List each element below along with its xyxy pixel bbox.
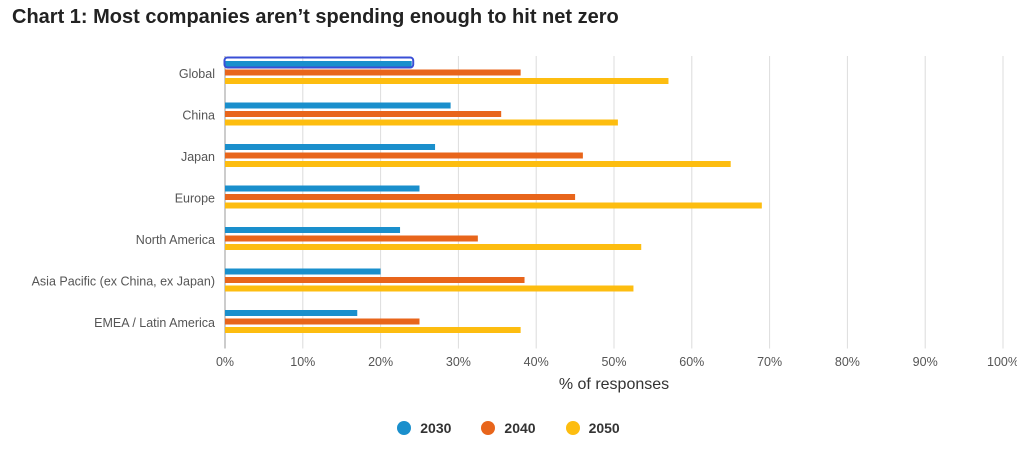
x-tick-label: 60% (679, 355, 704, 369)
bar-chart: Global China Japan Europe North America Asia … (32, 56, 1017, 393)
legend-swatch (397, 421, 412, 435)
category-labels: Global China Japan Europe North America Asia … (32, 67, 215, 330)
bar-2040[interactable] (225, 235, 478, 242)
bar-2050[interactable] (225, 327, 521, 333)
bar-2030[interactable] (225, 268, 381, 275)
bar-2030[interactable] (225, 227, 401, 233)
x-tick-label: 50% (601, 355, 626, 369)
bar-2050[interactable] (225, 285, 634, 292)
bar-2050[interactable] (225, 78, 669, 84)
bar-2030[interactable] (225, 102, 451, 109)
legend-swatch (565, 421, 580, 435)
category-label: Japan (181, 150, 215, 164)
bar-2030[interactable] (225, 61, 412, 67)
x-axis-title: % of responses (559, 376, 669, 393)
x-tick-label: 100% (987, 355, 1017, 369)
legend-item-2050[interactable]: 2050 (565, 420, 620, 436)
category-label: North America (136, 233, 215, 247)
legend: 2030 2040 2050 (0, 420, 1017, 436)
category-label: Europe (175, 192, 215, 206)
category-label: China (182, 109, 215, 123)
x-tick-label: 70% (757, 355, 782, 369)
bar-2050[interactable] (225, 119, 618, 126)
bar-2040[interactable] (225, 318, 420, 325)
bar-2040[interactable] (225, 152, 583, 159)
x-tick-label: 0% (216, 355, 234, 369)
x-tick-label: 80% (835, 355, 860, 369)
x-tick-label: 90% (913, 355, 938, 369)
x-tick-label: 20% (368, 355, 393, 369)
x-tick-label: 40% (524, 355, 549, 369)
bar-2040[interactable] (225, 277, 525, 283)
category-label: EMEA / Latin America (94, 316, 215, 330)
chart-title: Chart 1: Most companies aren’t spending … (12, 6, 619, 28)
legend-swatch (481, 421, 496, 435)
bar-2030[interactable] (225, 310, 358, 316)
x-tick-labels: 0% 10% 20% 30% 40% 50% 60% 70% 80% 90% 100% (216, 355, 1017, 369)
legend-item-2040[interactable]: 2040 (481, 420, 536, 436)
x-tick-label: 30% (446, 355, 471, 369)
bar-2040[interactable] (225, 111, 502, 117)
gridlines (224, 56, 1004, 349)
category-label: Asia Pacific (ex China, ex Japan) (32, 275, 215, 289)
legend-label: 2050 (588, 420, 620, 436)
bar-2050[interactable] (225, 244, 642, 250)
bar-2050[interactable] (225, 202, 762, 209)
bar-2040[interactable] (225, 69, 521, 76)
bar-2030[interactable] (225, 185, 420, 192)
bars-group (223, 56, 762, 333)
category-label: Global (179, 67, 215, 81)
bar-2040[interactable] (225, 194, 576, 200)
legend-label: 2030 (420, 420, 452, 436)
bar-highlight (223, 56, 415, 69)
bar-2050[interactable] (225, 161, 731, 167)
legend-label: 2040 (504, 420, 536, 436)
bar-2030[interactable] (225, 144, 436, 150)
legend-item-2030[interactable]: 2030 (397, 420, 451, 436)
x-tick-label: 10% (290, 355, 315, 369)
